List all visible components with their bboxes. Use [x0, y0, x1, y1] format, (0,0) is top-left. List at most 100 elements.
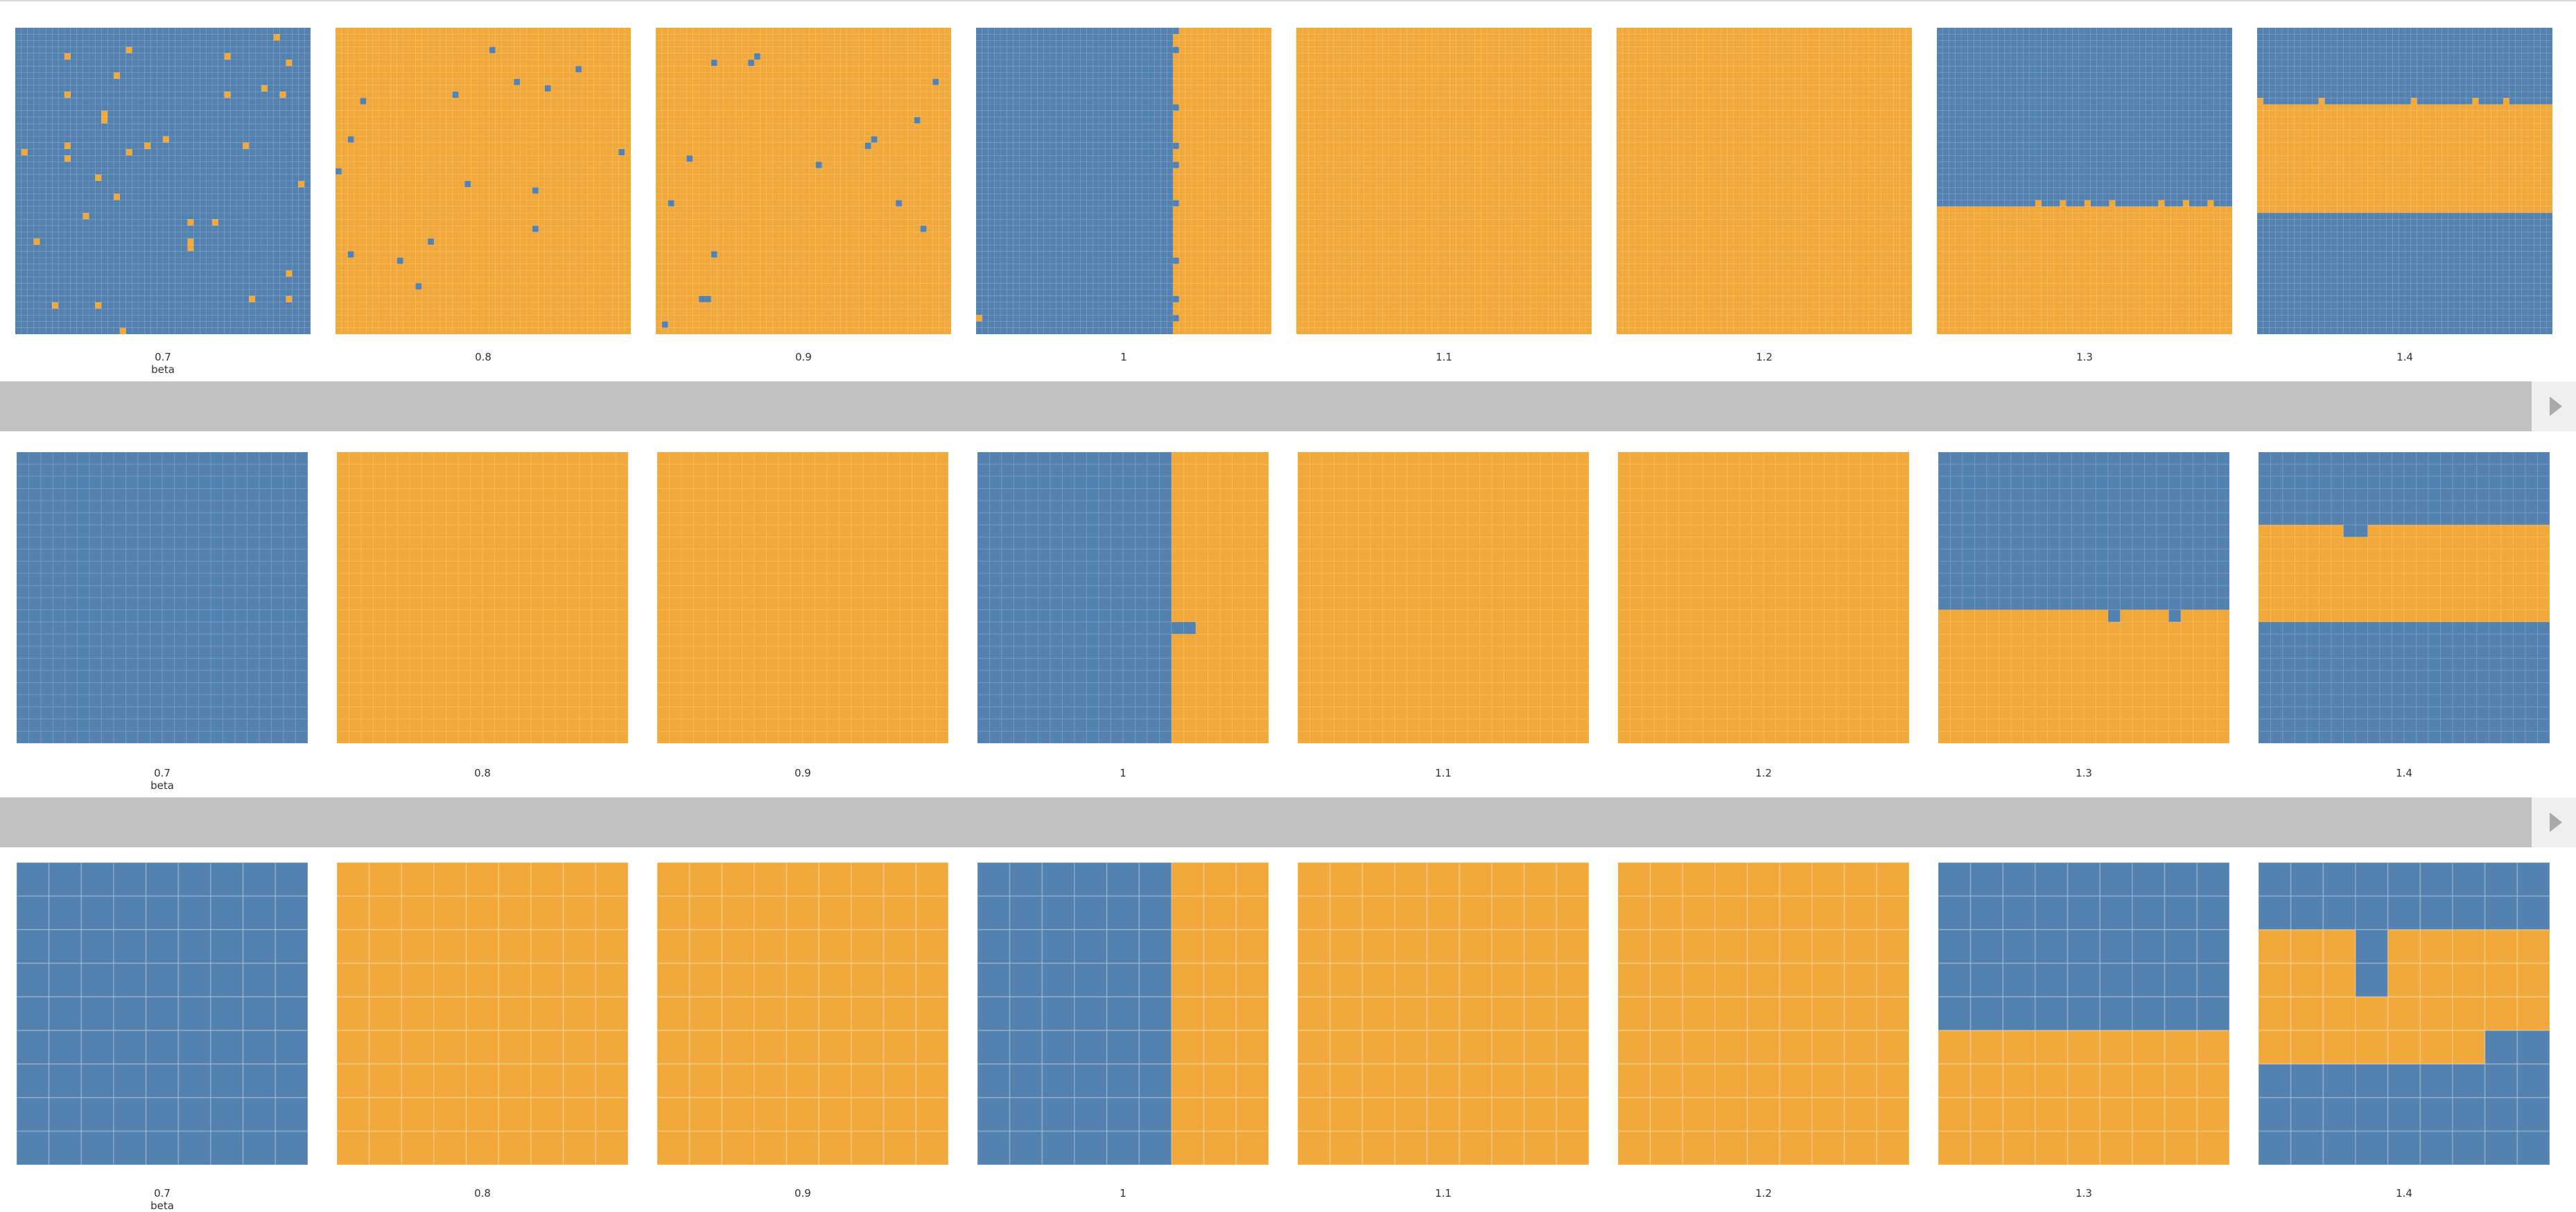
heatmap-cell: [360, 219, 367, 226]
heatmap-cell: [267, 212, 274, 220]
heatmap-cell: [82, 91, 89, 98]
heatmap-cell: [292, 123, 299, 130]
heatmap-cell: [144, 91, 151, 98]
heatmap-cell: [181, 53, 188, 60]
heatmap-cell: [482, 72, 490, 79]
heatmap-cell: [82, 155, 89, 162]
heatmap-cell: [162, 174, 170, 182]
heatmap-cell: [15, 212, 22, 220]
heatmap-cell: [336, 308, 342, 315]
heatmap-cell: [15, 289, 22, 296]
heatmap-cell: [230, 193, 237, 200]
heatmap-cell: [224, 123, 231, 130]
heatmap-cell: [464, 40, 471, 47]
heatmap-cell: [150, 136, 157, 143]
heatmap-cell: [95, 123, 102, 130]
heatmap-cell: [446, 174, 453, 182]
heatmap-cell: [33, 148, 40, 156]
heatmap-cell: [211, 193, 219, 200]
heatmap-cell: [772, 72, 779, 79]
heatmap-cell: [575, 34, 582, 41]
heatmap-cell: [397, 40, 403, 47]
heatmap-cell: [261, 315, 268, 322]
heatmap-cell: [600, 244, 607, 252]
heatmap-cell: [600, 91, 607, 98]
heatmap-cell: [15, 238, 22, 245]
heatmap-cell: [397, 85, 403, 92]
heatmap-cell: [520, 104, 527, 111]
heatmap-cell: [150, 193, 157, 200]
heatmap-cell: [489, 289, 496, 296]
heatmap-cell: [501, 327, 508, 334]
heatmap-cell: [680, 46, 687, 54]
heatmap-cell: [33, 244, 40, 252]
heatmap-cell: [354, 257, 360, 264]
heatmap-cell: [550, 302, 557, 309]
heatmap-cell: [476, 327, 484, 334]
heatmap-cell: [476, 148, 484, 156]
heatmap-cell: [815, 28, 822, 35]
heatmap-cell: [514, 225, 521, 232]
heatmap-cell: [698, 28, 706, 35]
heatmap-cell: [15, 174, 22, 182]
heatmap-cell: [747, 34, 755, 41]
heatmap-cell: [390, 78, 397, 86]
heatmap-cell: [273, 289, 280, 296]
heatmap-cell: [144, 238, 151, 245]
heatmap-cell: [205, 66, 213, 73]
heatmap-cell: [46, 276, 53, 284]
heatmap-cell: [593, 116, 600, 124]
heatmap-cell: [113, 225, 121, 232]
heatmap-cell: [544, 263, 551, 271]
heatmap-cell: [125, 206, 132, 214]
heatmap-cell: [181, 289, 188, 296]
heatmap-cell: [218, 257, 225, 264]
heatmap-cell: [64, 283, 71, 290]
heatmap-cell: [144, 270, 151, 277]
heatmap-cell: [618, 34, 625, 41]
heatmap-cell: [532, 66, 539, 73]
heatmap-cell: [224, 321, 231, 328]
heatmap-cell: [378, 302, 385, 309]
heatmap-cell: [40, 283, 46, 290]
heatmap-cell: [661, 40, 668, 47]
heatmap-cell: [33, 212, 40, 220]
heatmap-cell: [384, 225, 392, 232]
heatmap-cell: [15, 270, 22, 277]
heatmap-cell: [797, 59, 804, 67]
heatmap-cell: [606, 34, 613, 41]
heatmap-cell: [587, 193, 594, 200]
heatmap-cell: [298, 148, 305, 156]
heatmap-cell: [366, 276, 373, 284]
heatmap-cell: [347, 308, 354, 315]
heatmap-cell: [132, 98, 139, 105]
heatmap-cell: [125, 136, 132, 143]
heatmap-cell: [273, 155, 280, 162]
heatmap-cell: [286, 225, 293, 232]
heatmap-cell: [76, 263, 83, 271]
heatmap-cell: [525, 302, 533, 309]
heatmap-cell: [354, 168, 360, 175]
heatmap-cell: [403, 206, 410, 214]
heatmap-cell: [421, 104, 428, 111]
heatmap-cell: [624, 283, 631, 290]
heatmap-cell: [95, 251, 102, 258]
heatmap-cell: [544, 270, 551, 277]
heatmap-cell: [336, 98, 342, 105]
heatmap-cell: [846, 59, 853, 67]
heatmap-cell: [606, 187, 613, 194]
heatmap-cell: [563, 244, 570, 252]
heatmap-cell: [514, 53, 521, 60]
heatmap-cell: [403, 238, 410, 245]
heatmap-cell: [273, 59, 280, 67]
heatmap-cell: [175, 315, 182, 322]
heatmap-cell: [64, 53, 71, 60]
heatmap-cell: [27, 219, 34, 226]
heatmap-cell: [150, 244, 157, 252]
heatmap-cell: [907, 59, 914, 67]
heatmap-cell: [618, 91, 625, 98]
heatmap-cell: [243, 283, 250, 290]
heatmap-cell: [46, 232, 53, 239]
heatmap-cell: [15, 302, 22, 309]
heatmap-cell: [95, 308, 102, 315]
